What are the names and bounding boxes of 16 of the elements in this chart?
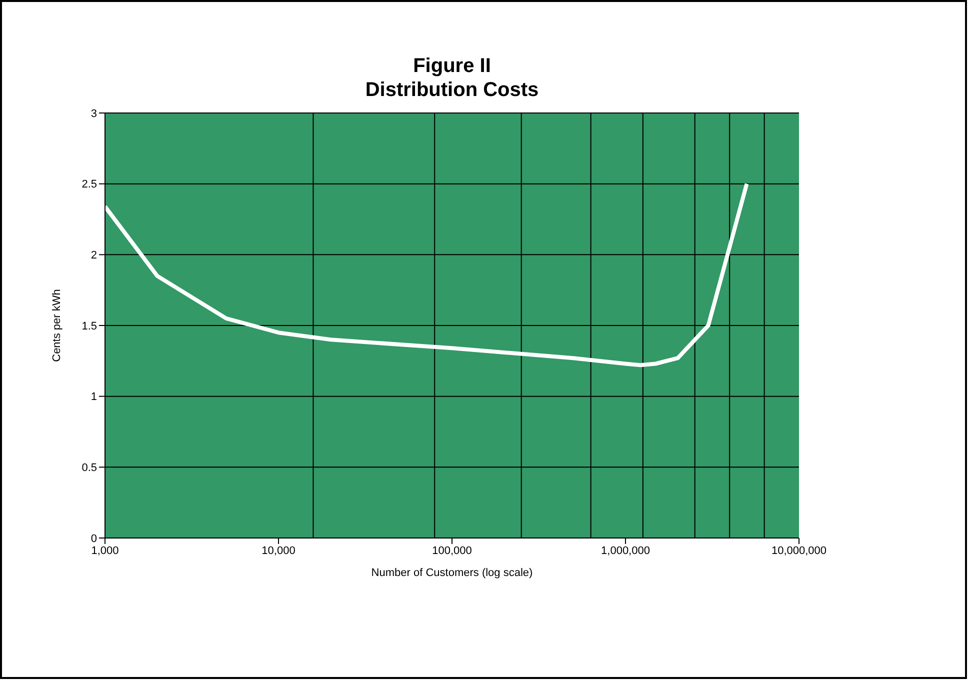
x-tick-label: 100,000 xyxy=(432,544,472,557)
chart-title: Figure II xyxy=(412,54,492,78)
x-tick-label: 1,000,000 xyxy=(601,544,650,557)
y-tick-label: 3 xyxy=(90,108,97,120)
y-tick-label: 0 xyxy=(90,532,97,545)
y-tick-label: 0.5 xyxy=(82,462,97,474)
y-axis-title: Cents per kWh xyxy=(50,289,63,362)
x-axis-title: Number of Customers (log scale) xyxy=(371,567,533,579)
x-tick-label: 10,000 xyxy=(262,544,296,557)
chart-subtitle: Distribution Costs xyxy=(364,78,540,102)
x-tick-label: 10,000,000 xyxy=(771,544,827,557)
y-tick-label: 2 xyxy=(90,250,97,262)
x-tick-label: 1,000 xyxy=(91,544,119,557)
y-tick-label: 2.5 xyxy=(82,178,97,191)
y-tick-label: 1.5 xyxy=(82,320,97,332)
y-tick-label: 1 xyxy=(90,391,97,404)
